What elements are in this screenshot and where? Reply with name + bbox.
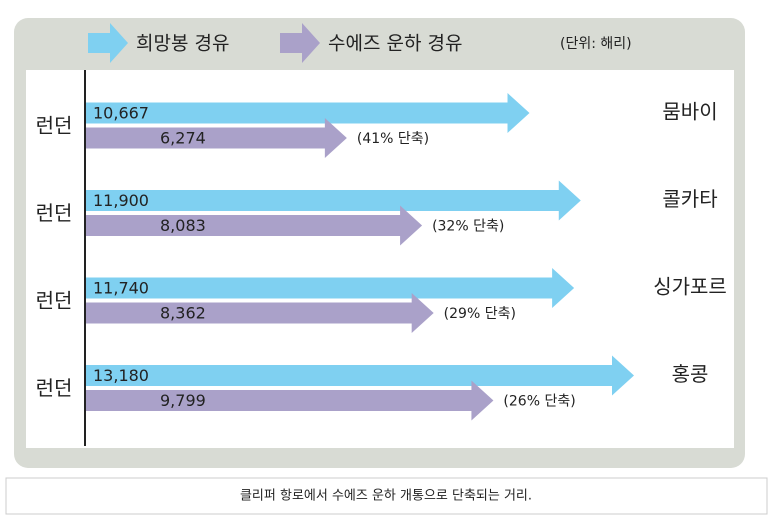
arrow-bar (86, 293, 434, 333)
origin-label: 런던 (36, 289, 73, 313)
destination-label: 홍콩 (672, 362, 709, 386)
reduction-label: (29% 단축) (444, 306, 516, 322)
arrow-bar (86, 268, 575, 308)
value-label: 11,740 (93, 279, 149, 298)
destination-label: 뭄바이 (662, 100, 717, 124)
arrow-bar (86, 93, 530, 133)
legend-label: 희망봉 경유 (136, 33, 229, 55)
origin-label: 런던 (36, 201, 73, 225)
value-label: 9,799 (160, 391, 206, 410)
arrow-bar (86, 180, 581, 221)
legend-swatch (280, 23, 320, 63)
caption: 클리퍼 항로에서 수에즈 운하 개통으로 단축되는 거리. (240, 489, 532, 504)
value-label: 8,083 (160, 216, 206, 235)
reduction-label: (32% 단축) (432, 219, 504, 235)
arrow-bar (86, 380, 494, 421)
legend-label: 수에즈 운하 경유 (328, 33, 462, 55)
value-label: 8,362 (160, 304, 206, 323)
reduction-label: (41% 단축) (357, 131, 429, 147)
value-label: 13,180 (93, 366, 149, 385)
arrow-bar (86, 205, 423, 246)
value-label: 10,667 (93, 104, 149, 123)
destination-label: 콜카타 (662, 187, 717, 211)
arrow-bar (86, 355, 634, 396)
caption-box (5, 477, 768, 515)
unit-label: (단위: 해리) (560, 36, 632, 52)
value-label: 6,274 (160, 129, 206, 148)
reduction-label: (26% 단축) (503, 394, 575, 410)
value-label: 11,900 (93, 191, 149, 210)
legend-swatch (88, 23, 128, 63)
origin-label: 런던 (36, 114, 73, 138)
destination-label: 싱가포르 (653, 275, 727, 299)
origin-label: 런던 (36, 376, 73, 400)
arrow-bar (86, 118, 347, 158)
